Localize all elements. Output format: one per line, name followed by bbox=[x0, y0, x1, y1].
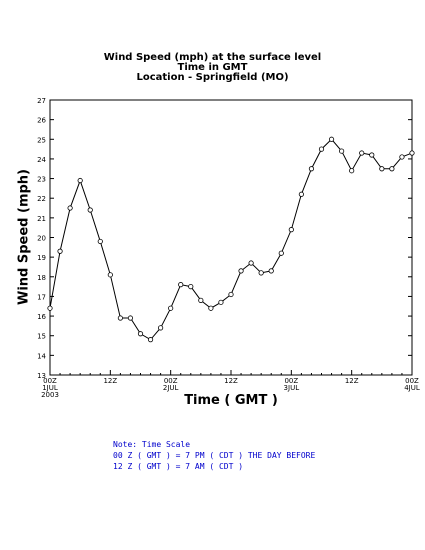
y-tick-label: 15 bbox=[37, 333, 46, 341]
x-axis-label: Time ( GMT ) bbox=[184, 393, 278, 408]
y-tick-label: 23 bbox=[37, 176, 46, 184]
data-point bbox=[117, 315, 123, 321]
data-point bbox=[158, 325, 164, 331]
data-point bbox=[228, 291, 234, 298]
y-tick-label: 22 bbox=[37, 195, 46, 203]
x-tick-label: 12Z bbox=[345, 377, 359, 385]
y-tick-label: 27 bbox=[37, 97, 46, 105]
note-line-12z: 12 Z ( GMT ) = 7 AM ( CDT ) bbox=[113, 462, 244, 471]
x-tick-label: 12Z bbox=[103, 377, 117, 385]
chart-title-line-3: Location - Springfield (MO) bbox=[136, 72, 289, 83]
data-point bbox=[47, 305, 53, 311]
data-point bbox=[409, 150, 415, 156]
data-point bbox=[399, 154, 405, 160]
data-point bbox=[127, 315, 134, 321]
data-point bbox=[188, 284, 194, 290]
x-tick-label: 1JUL bbox=[42, 384, 58, 392]
wind-speed-series bbox=[47, 136, 415, 343]
x-tick-label: 3JUL bbox=[284, 384, 300, 392]
data-point bbox=[238, 268, 244, 274]
data-point bbox=[107, 272, 113, 278]
data-point bbox=[67, 205, 73, 211]
data-point bbox=[198, 297, 204, 303]
data-point bbox=[77, 177, 83, 184]
data-point bbox=[379, 166, 385, 172]
y-tick-label: 16 bbox=[37, 313, 46, 321]
data-point bbox=[349, 168, 355, 174]
x-tick-label: 12Z bbox=[224, 377, 238, 385]
data-point bbox=[248, 260, 254, 266]
data-point bbox=[208, 305, 214, 311]
data-point bbox=[147, 337, 154, 343]
y-tick-label: 24 bbox=[37, 156, 46, 164]
x-tick-label: 00Z bbox=[43, 377, 57, 385]
data-point bbox=[268, 268, 274, 274]
x-tick-label: 2003 bbox=[41, 391, 59, 399]
x-tick-label: 2JUL bbox=[163, 384, 179, 392]
y-tick-label: 13 bbox=[37, 372, 46, 380]
y-axis-label: Wind Speed (mph) bbox=[16, 168, 32, 306]
data-point bbox=[97, 238, 103, 245]
y-tick-label: 18 bbox=[37, 274, 46, 282]
data-point bbox=[339, 148, 345, 154]
chart-title-line-1: Wind Speed (mph) at the surface level bbox=[103, 52, 322, 63]
data-point bbox=[57, 248, 63, 254]
data-point bbox=[288, 227, 294, 233]
y-tick-label: 14 bbox=[37, 352, 46, 360]
y-tick-label: 19 bbox=[37, 254, 46, 262]
data-point bbox=[298, 191, 304, 197]
y-tick-label: 21 bbox=[37, 215, 46, 223]
data-point bbox=[359, 150, 365, 156]
data-point bbox=[218, 299, 224, 305]
data-point bbox=[308, 166, 315, 172]
data-point bbox=[278, 250, 284, 256]
data-point bbox=[168, 305, 174, 311]
data-point bbox=[137, 331, 144, 337]
data-point bbox=[318, 146, 325, 152]
data-point bbox=[178, 282, 184, 288]
data-point bbox=[87, 207, 93, 213]
y-tick-label: 26 bbox=[37, 117, 46, 125]
y-axis-ticks: 13 14 15 16 17 18 19 20 21 22 23 24 25 26 27 bbox=[37, 97, 412, 380]
x-tick-label: 00Z bbox=[164, 377, 178, 385]
x-tick-label: 00Z bbox=[284, 377, 298, 385]
chart-title-line-2: Time in GMT bbox=[177, 62, 248, 73]
plot-frame bbox=[49, 99, 413, 376]
data-point bbox=[369, 152, 375, 158]
data-point bbox=[389, 166, 395, 172]
note-title: Note: Time Scale bbox=[113, 440, 191, 449]
x-tick-label: 4JUL bbox=[404, 384, 420, 392]
y-tick-label: 17 bbox=[37, 293, 46, 301]
series-line bbox=[49, 138, 413, 341]
y-tick-label: 25 bbox=[37, 136, 46, 144]
y-tick-label: 20 bbox=[37, 235, 46, 243]
x-tick-label: 00Z bbox=[405, 377, 419, 385]
note-line-00z: 00 Z ( GMT ) = 7 PM ( CDT ) THE DAY BEFO… bbox=[113, 451, 316, 460]
data-point bbox=[328, 136, 335, 142]
data-point bbox=[258, 270, 264, 276]
